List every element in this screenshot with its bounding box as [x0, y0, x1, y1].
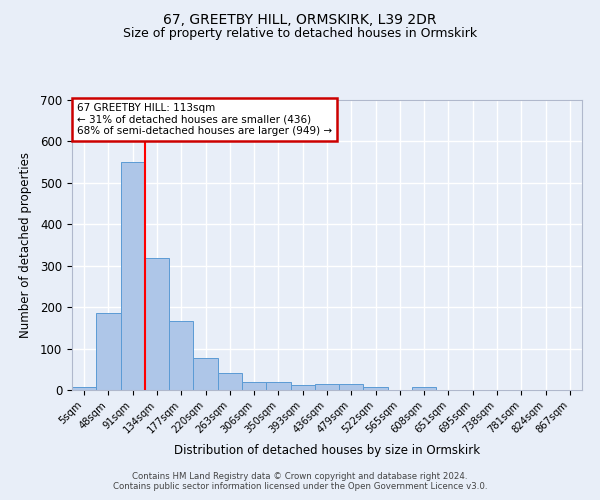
Text: Contains public sector information licensed under the Open Government Licence v3: Contains public sector information licen…: [113, 482, 487, 491]
Bar: [72, 386, 96, 390]
Bar: [121, 162, 145, 390]
Text: 67, GREETBY HILL, ORMSKIRK, L39 2DR: 67, GREETBY HILL, ORMSKIRK, L39 2DR: [163, 12, 437, 26]
Bar: [218, 372, 242, 390]
Bar: [242, 382, 266, 390]
Text: Size of property relative to detached houses in Ormskirk: Size of property relative to detached ho…: [123, 28, 477, 40]
Bar: [339, 384, 364, 390]
Bar: [169, 321, 193, 390]
Bar: [96, 312, 121, 390]
X-axis label: Distribution of detached houses by size in Ormskirk: Distribution of detached houses by size …: [174, 444, 480, 456]
Text: 67 GREETBY HILL: 113sqm
← 31% of detached houses are smaller (436)
68% of semi-d: 67 GREETBY HILL: 113sqm ← 31% of detache…: [77, 103, 332, 136]
Bar: [266, 382, 290, 390]
Text: Contains HM Land Registry data © Crown copyright and database right 2024.: Contains HM Land Registry data © Crown c…: [132, 472, 468, 481]
Bar: [364, 386, 388, 390]
Bar: [315, 384, 339, 390]
Bar: [193, 358, 218, 390]
Bar: [290, 384, 315, 390]
Bar: [412, 387, 436, 390]
Y-axis label: Number of detached properties: Number of detached properties: [19, 152, 32, 338]
Bar: [145, 258, 169, 390]
